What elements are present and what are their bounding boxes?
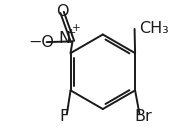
Text: −O: −O [28,35,54,50]
Text: +: + [72,23,81,33]
Text: CH₃: CH₃ [139,21,169,36]
Text: N: N [59,31,71,46]
Text: F: F [60,109,69,124]
Text: Br: Br [135,109,152,124]
Text: +: + [67,28,76,38]
Text: O: O [56,4,68,18]
